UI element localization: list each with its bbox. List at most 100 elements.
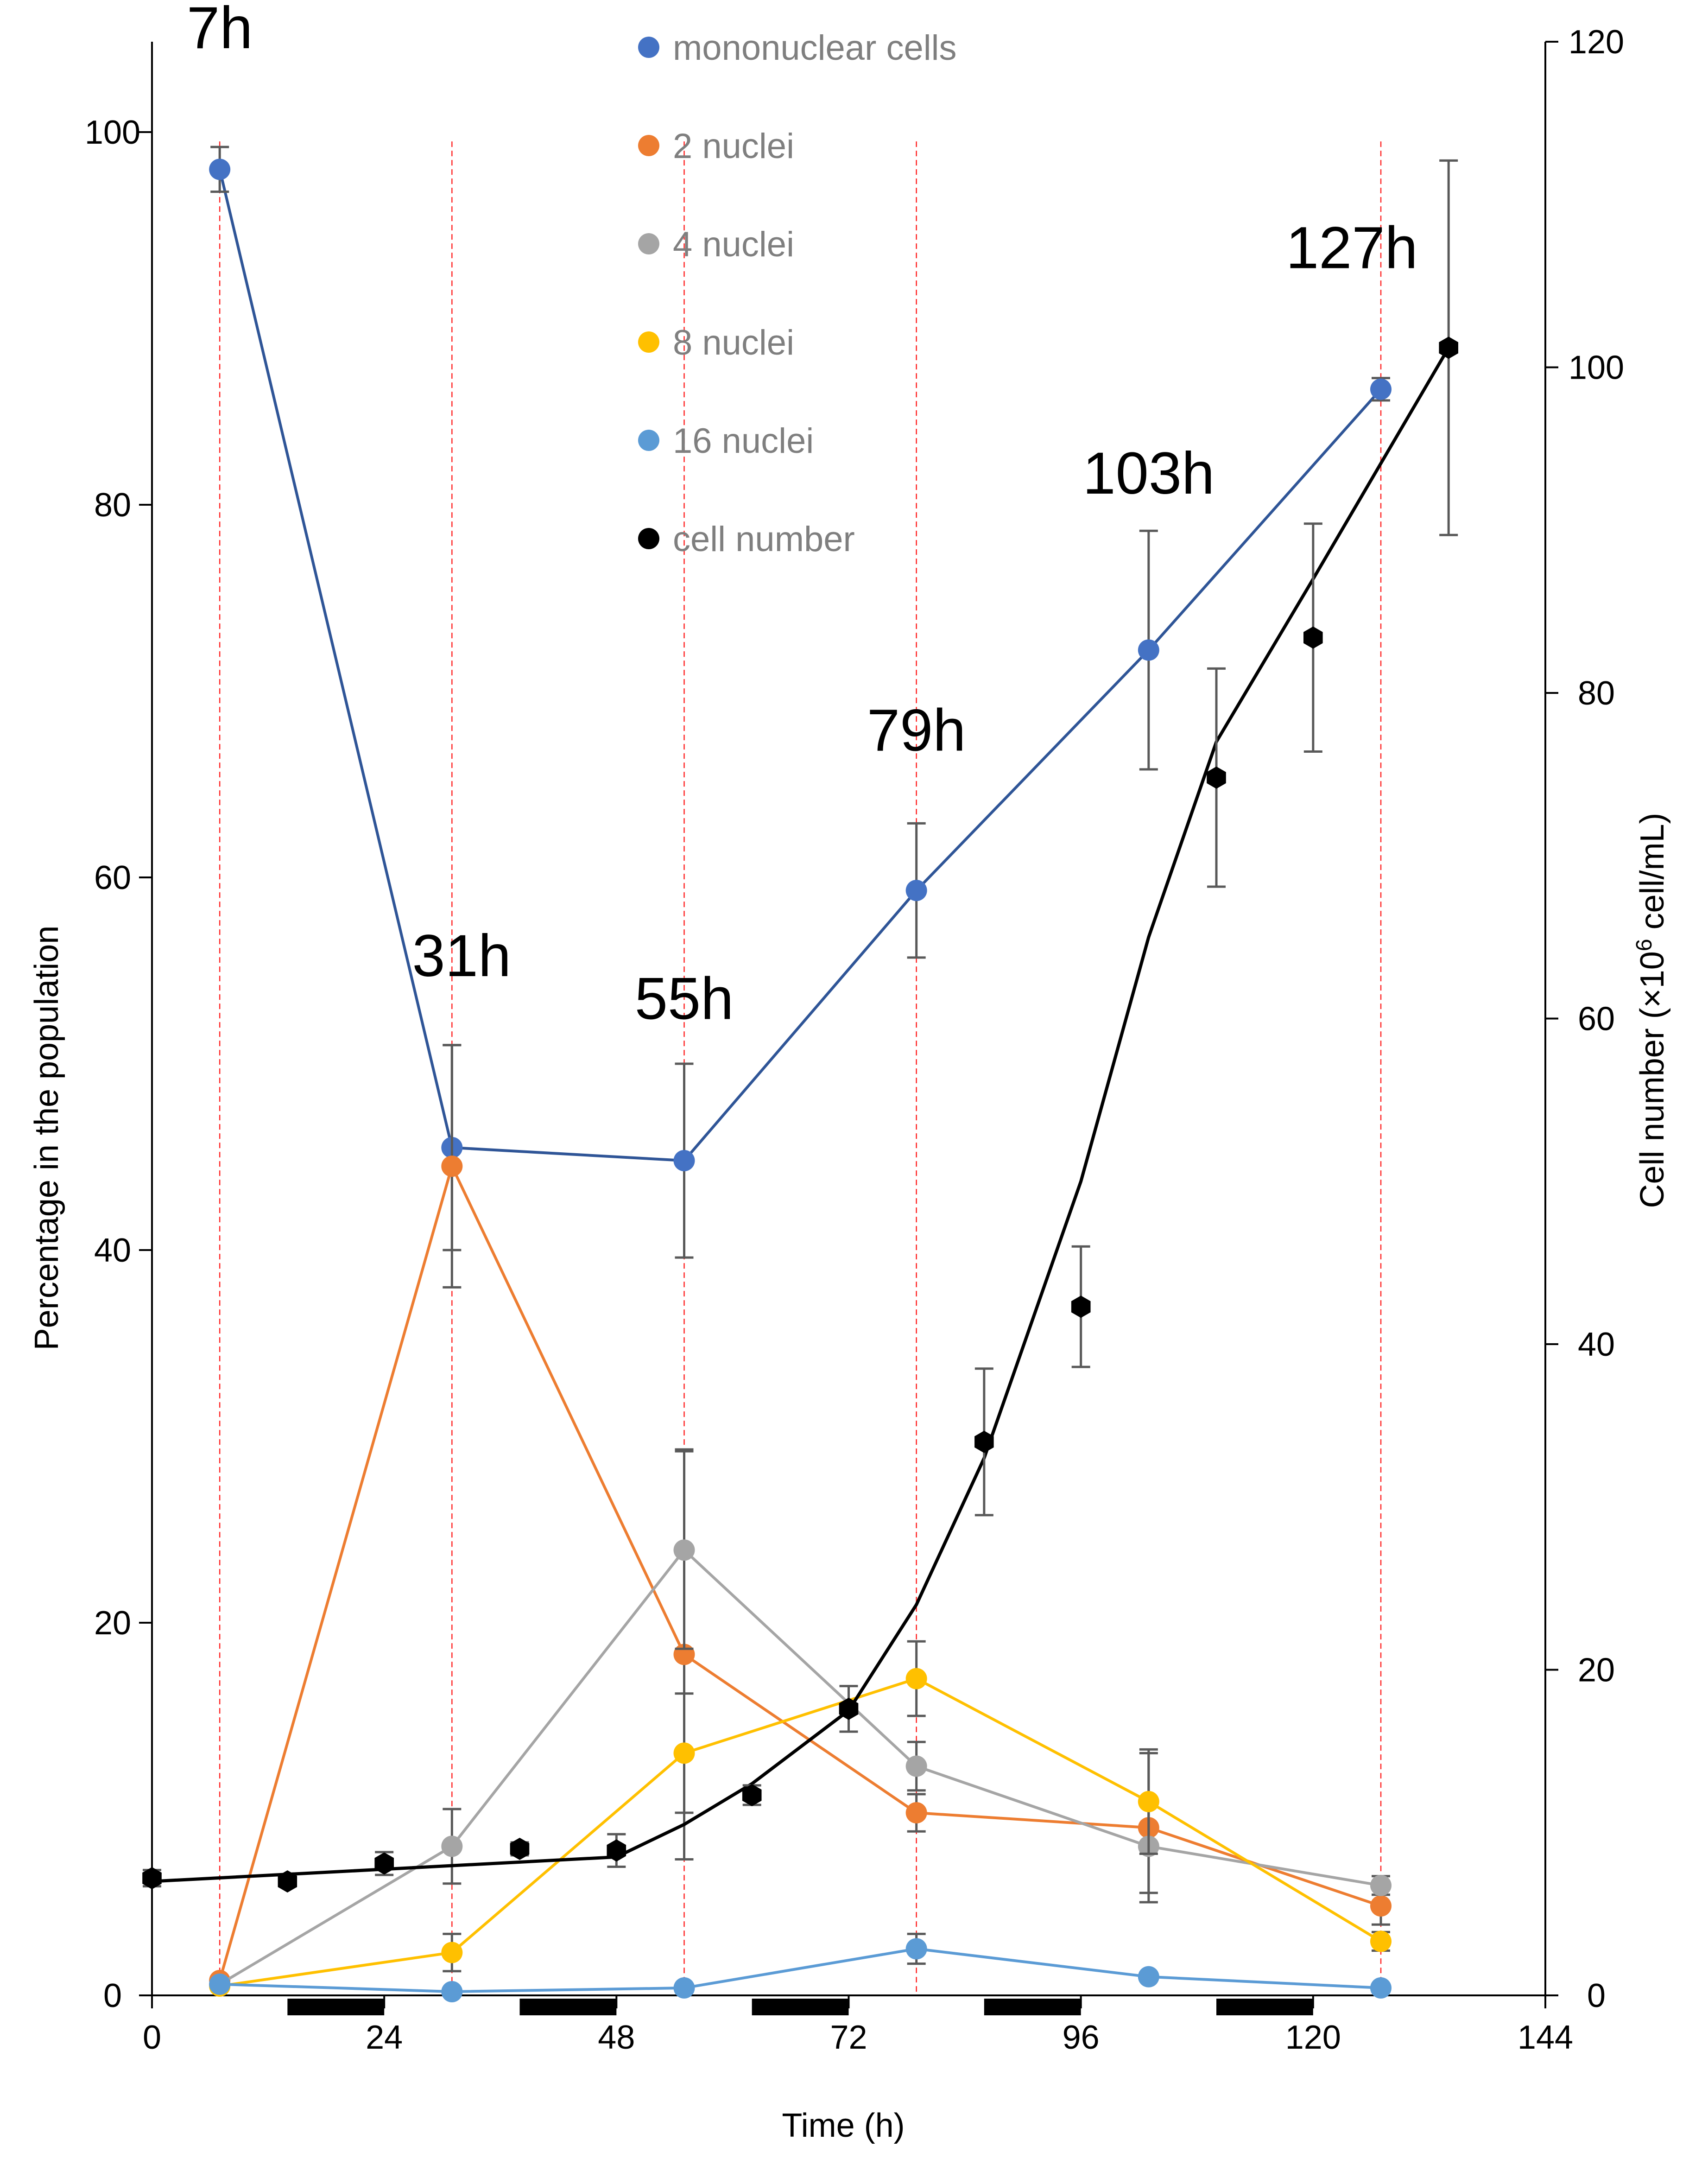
data-point xyxy=(374,1852,394,1875)
left-tick-label: 60 xyxy=(94,859,131,896)
sampling-guide-lines xyxy=(219,141,1382,1995)
series-line-mononuclear-cells xyxy=(218,169,1382,1162)
series-cell-number xyxy=(142,159,1458,1893)
x-tick-label: 120 xyxy=(1285,2019,1341,2056)
right-tick-label: 20 xyxy=(1578,1652,1615,1689)
legend-label: 4 nuclei xyxy=(673,225,794,264)
time-point-label: 55h xyxy=(635,966,734,1032)
data-point xyxy=(441,1156,463,1177)
data-point xyxy=(278,1870,297,1893)
dark-period-bars xyxy=(287,1999,1313,2015)
x-tick-label: 144 xyxy=(1518,2019,1573,2056)
series-8-nuclei xyxy=(209,1640,1392,1997)
legend-item-cell-number: cell number xyxy=(638,520,855,559)
series-4-nuclei xyxy=(209,1450,1392,1995)
dark-period-bar xyxy=(287,1999,385,2015)
data-point xyxy=(1071,1295,1091,1318)
x-axis-label: Time (h) xyxy=(782,2107,905,2144)
data-point xyxy=(839,1697,859,1720)
legend-marker xyxy=(638,135,659,156)
time-point-label: 31h xyxy=(412,923,511,989)
data-point xyxy=(673,1150,695,1172)
time-point-labels: 7h 31h 55h 79h 103h 127h xyxy=(187,0,1418,1032)
series-line-16-nuclei xyxy=(220,1947,1381,1993)
right-y-axis-label-superscript: 6 xyxy=(1632,939,1657,952)
x-tick-label: 24 xyxy=(366,2019,403,2056)
right-y-axis-label-unit: cell/mL) xyxy=(1634,813,1671,939)
legend-item-2-nuclei: 2 nuclei xyxy=(638,127,794,166)
right-tick-label: 0 xyxy=(1587,1977,1606,2014)
series-line-8-nuclei xyxy=(219,1677,1382,1988)
time-point-label: 103h xyxy=(1082,440,1215,507)
time-point-label: 127h xyxy=(1286,215,1418,281)
x-tick-label: 72 xyxy=(830,2019,867,2056)
legend-label: mononuclear cells xyxy=(673,28,957,68)
data-point xyxy=(209,159,231,180)
data-point xyxy=(905,880,927,902)
dark-period-bar xyxy=(519,1999,617,2015)
right-tick-label: 40 xyxy=(1578,1326,1615,1363)
right-tick-label: 60 xyxy=(1578,1001,1615,1038)
data-point xyxy=(1370,1895,1392,1917)
series-line-cell-number xyxy=(152,347,1450,1883)
data-point xyxy=(1370,1977,1392,1999)
data-point xyxy=(673,1539,695,1561)
right-y-axis-label-main: Cell number (×10 xyxy=(1634,951,1671,1208)
data-point xyxy=(974,1430,994,1453)
left-tick-label: 0 xyxy=(103,1977,122,2014)
legend-marker xyxy=(638,528,659,549)
data-point xyxy=(905,1755,927,1777)
right-tick-label: 120 xyxy=(1569,24,1624,61)
axes: 0 20 40 60 80 100 0 20 40 60 80 100 120 0 24 48 72 96 120 1… xyxy=(85,24,1624,2056)
legend-item-8-nuclei: 8 nuclei xyxy=(638,323,794,362)
data-point xyxy=(607,1839,626,1862)
series-group xyxy=(142,146,1458,2002)
dark-period-bar xyxy=(1216,1999,1313,2015)
data-point xyxy=(441,1942,463,1963)
data-point xyxy=(1370,378,1392,400)
legend-marker xyxy=(638,233,659,254)
data-point xyxy=(441,1981,463,2002)
data-point xyxy=(742,1784,762,1806)
data-point xyxy=(1370,1874,1392,1896)
data-point xyxy=(905,1668,927,1689)
legend-marker xyxy=(638,430,659,451)
data-point xyxy=(905,1938,927,1960)
data-point xyxy=(1138,1966,1159,1988)
dark-period-bar xyxy=(984,1999,1081,2015)
data-point xyxy=(1303,626,1323,649)
left-tick-label: 100 xyxy=(85,114,140,151)
time-point-label: 7h xyxy=(187,0,253,61)
dark-period-bar xyxy=(752,1999,849,2015)
right-tick-label: 80 xyxy=(1578,675,1615,712)
x-tick-label: 96 xyxy=(1063,2019,1100,2056)
legend-label: cell number xyxy=(673,520,855,559)
left-tick-label: 40 xyxy=(94,1232,131,1269)
data-point xyxy=(1207,766,1226,789)
time-point-label: 79h xyxy=(867,698,966,764)
data-point xyxy=(1138,1791,1159,1812)
data-point xyxy=(209,1973,231,1995)
left-tick-label: 80 xyxy=(94,487,131,524)
legend-marker xyxy=(638,37,659,58)
data-point xyxy=(673,1742,695,1764)
right-tick-label: 100 xyxy=(1569,349,1624,387)
series-line-4-nuclei xyxy=(219,1549,1381,1986)
left-tick-label: 20 xyxy=(94,1605,131,1642)
legend-item-16-nuclei: 16 nuclei xyxy=(638,421,814,461)
data-point xyxy=(1138,639,1159,661)
legend-item-4-nuclei: 4 nuclei xyxy=(638,225,794,264)
series-line-2-nuclei xyxy=(218,1165,1381,1981)
series-2-nuclei xyxy=(209,1044,1392,1991)
legend: mononuclear cells 2 nuclei 4 nuclei 8 nucle… xyxy=(638,28,957,559)
data-point xyxy=(1439,337,1458,359)
data-point xyxy=(673,1977,695,1999)
data-point xyxy=(510,1837,530,1860)
x-tick-label: 48 xyxy=(598,2019,635,2056)
legend-marker xyxy=(638,331,659,353)
legend-label: 2 nuclei xyxy=(673,127,794,166)
right-y-axis-label: Cell number (×106 cell/mL) xyxy=(1632,813,1671,1208)
x-tick-label: 0 xyxy=(143,2019,161,2056)
legend-label: 16 nuclei xyxy=(673,421,814,461)
